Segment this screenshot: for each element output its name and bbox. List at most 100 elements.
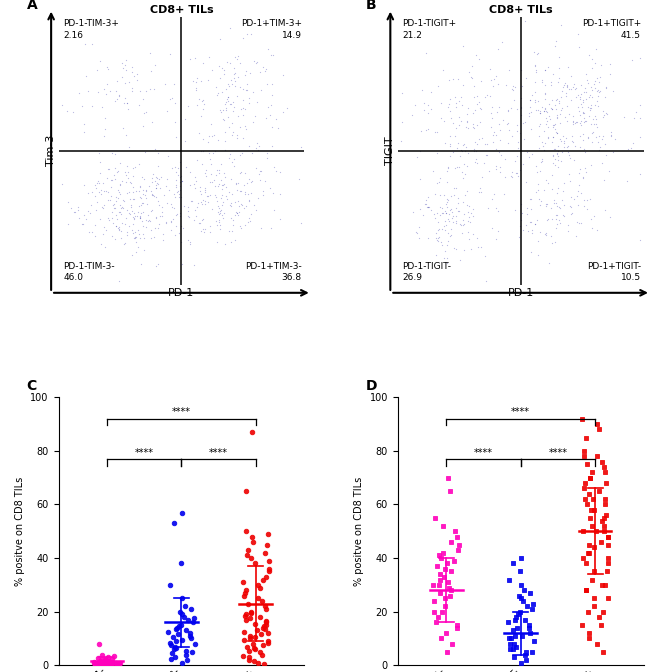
Point [491,130,501,140]
Point [148,169,159,179]
Point [450,163,460,173]
Point [223,112,233,122]
Point [445,130,456,141]
Point [443,162,453,173]
Point [253,593,263,603]
Point [111,192,122,202]
Point [469,92,479,103]
Point [507,171,517,182]
Point [429,606,439,617]
Point [578,172,588,183]
Point [556,102,567,113]
Point [120,130,131,140]
Point [525,95,536,106]
Point [396,116,407,127]
Point [252,625,263,636]
Point [436,210,446,220]
Point [534,194,545,204]
Point [111,196,122,206]
Point [252,57,263,68]
Point [235,149,246,160]
Point [211,191,222,202]
Point [515,566,525,577]
Point [242,178,252,189]
Point [114,658,125,669]
Point [247,532,257,542]
Point [153,148,164,159]
Point [494,102,504,113]
Point [135,99,145,110]
Point [229,197,240,208]
Point [599,138,610,149]
Point [587,85,597,95]
Point [453,137,463,148]
Point [573,186,583,197]
Point [586,505,596,515]
Point [456,100,467,111]
Point [510,614,520,625]
Point [556,156,567,167]
Point [440,246,450,257]
Point [547,103,558,114]
Point [238,83,248,94]
Point [229,235,240,245]
Point [553,155,564,165]
Point [580,494,590,505]
Point [134,200,144,211]
Point [462,116,472,126]
Point [173,629,183,640]
Point [116,233,127,243]
Point [145,48,155,58]
Point [462,216,473,226]
Point [433,81,443,91]
Point [497,115,508,126]
Point [163,185,174,196]
Point [265,110,276,121]
Point [226,212,237,223]
Point [210,146,220,157]
Point [540,199,551,210]
Point [516,579,526,590]
Point [79,127,89,138]
Point [547,136,557,147]
Point [264,563,274,574]
Point [587,574,597,585]
Point [250,110,260,121]
Point [540,88,551,99]
Point [599,175,609,185]
Point [460,146,470,157]
Point [233,111,243,122]
Point [212,196,222,206]
Point [464,212,474,222]
Point [103,652,113,663]
Point [530,161,541,171]
Point [569,194,579,204]
Point [519,585,529,595]
Point [241,486,252,497]
Point [575,142,586,153]
Point [603,532,613,542]
Point [601,82,611,93]
Point [150,175,161,186]
Point [422,233,433,243]
Point [98,659,109,670]
Point [141,215,151,226]
Point [222,194,232,204]
Point [533,185,543,196]
Point [396,136,406,146]
Point [275,166,285,177]
Point [577,413,587,424]
Point [551,94,561,105]
Point [263,637,273,648]
Point [423,202,434,212]
Point [454,162,464,173]
Point [423,108,434,119]
Point [202,75,213,86]
Point [439,206,450,217]
Point [512,104,523,115]
Point [512,142,523,153]
Point [198,145,208,156]
Point [171,167,181,177]
Point [448,210,458,221]
Point [109,199,119,210]
